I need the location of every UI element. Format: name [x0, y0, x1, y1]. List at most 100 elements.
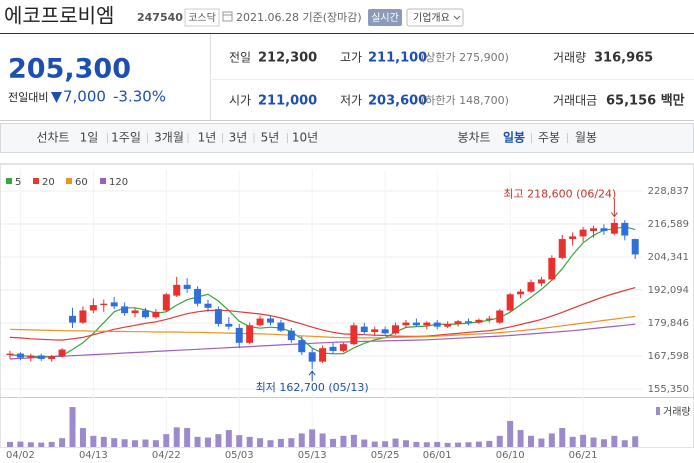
volume-bar	[121, 439, 128, 447]
volume-bar	[38, 442, 45, 447]
legend-swatch	[66, 178, 72, 184]
candle-body	[89, 305, 97, 311]
x-tick-label: 06/10	[496, 450, 525, 461]
tab[interactable]: 일봉	[503, 131, 525, 145]
candle-body	[235, 327, 243, 343]
volume-bar	[465, 442, 472, 447]
candle-body	[16, 353, 24, 358]
y-tick-label: 204,341	[648, 252, 689, 263]
stat-note: (상한가 275,900)	[421, 51, 509, 64]
candle-body	[287, 330, 295, 341]
tab[interactable]: 10년	[292, 131, 318, 145]
low-arrow-head	[308, 370, 316, 376]
candle-body	[548, 257, 556, 280]
volume-bar	[600, 439, 607, 447]
volume-bar	[444, 442, 451, 447]
volume-bar	[319, 433, 326, 447]
overview[interactable]: 기업개요	[413, 11, 450, 24]
tab[interactable]: 5년	[261, 131, 280, 145]
volume-bar	[340, 435, 347, 447]
y-tick-label: 179,846	[648, 318, 689, 329]
stat-label: 거래대금	[553, 94, 597, 108]
candle-body	[100, 303, 108, 306]
volume-bar	[434, 441, 441, 447]
volume-bar	[257, 438, 264, 447]
x-tick-label: 06/01	[423, 450, 452, 461]
volume-bar	[611, 435, 618, 447]
candle-body	[308, 352, 316, 362]
high-annotation: 최고 218,600 (06/24)	[503, 188, 616, 201]
x-tick-label: 04/22	[152, 450, 181, 461]
stat-label: 전일	[229, 51, 251, 65]
legend-label: 5	[15, 177, 21, 188]
y-tick-label: 167,598	[648, 351, 689, 362]
overview-button[interactable]	[406, 8, 464, 27]
market-badge	[184, 8, 220, 27]
volume-bar	[580, 434, 587, 447]
candle-body	[558, 239, 566, 258]
tab[interactable]: 1주일	[111, 131, 141, 145]
volume-bar	[330, 438, 337, 447]
tab[interactable]: 주봉	[538, 131, 560, 145]
candle-body	[360, 326, 368, 333]
tab[interactable]: 3년	[229, 131, 248, 145]
volume-bar	[194, 436, 201, 447]
volume-bar	[163, 434, 170, 447]
tab[interactable]: 월봉	[575, 131, 597, 145]
x-tick-label: 05/03	[225, 450, 254, 461]
tab[interactable]: 1일	[80, 131, 99, 145]
volume-bar	[548, 433, 555, 447]
volume-bar	[632, 436, 639, 447]
volume-bar	[277, 438, 284, 447]
candle-body	[506, 294, 514, 311]
candle-body	[173, 284, 181, 296]
y-tick-label: 155,350	[648, 384, 689, 395]
volume-bar	[246, 436, 253, 447]
stock-name: 에코프로비엠	[4, 4, 114, 28]
candle-body	[121, 306, 129, 314]
x-tick-label: 05/13	[298, 450, 327, 461]
candle-body	[496, 310, 504, 323]
candle-body	[194, 288, 202, 304]
candle-body	[454, 321, 462, 324]
volume-bar	[215, 434, 222, 447]
volume-bar	[152, 440, 159, 447]
y-tick-label: 192,094	[648, 285, 689, 296]
volume-bar	[59, 438, 66, 447]
change: 7,000	[63, 88, 106, 106]
realtime-button[interactable]	[368, 9, 402, 26]
x-tick-label: 05/25	[371, 450, 400, 461]
legend-swatch	[100, 178, 106, 184]
candle-body	[621, 222, 629, 236]
candle-body	[631, 239, 639, 255]
realtime[interactable]: 실시간	[371, 12, 399, 24]
volume-bar	[486, 440, 493, 447]
tab[interactable]: 1년	[198, 131, 217, 145]
volume-bar	[517, 430, 524, 447]
volume-bar	[17, 441, 24, 447]
volume-bar	[402, 440, 409, 447]
volume-bar	[528, 435, 534, 447]
x-tick-label: 04/02	[6, 450, 35, 461]
candle-body	[610, 222, 618, 234]
candle-body	[381, 329, 389, 334]
chart-frame	[0, 164, 694, 448]
volume-bar	[309, 429, 316, 447]
volume-bar	[538, 438, 545, 447]
candle-body	[600, 228, 608, 231]
volume-bar	[298, 433, 305, 447]
x-tick-label: 06/21	[569, 450, 598, 461]
candle-body	[590, 228, 598, 231]
candle-body	[267, 318, 274, 323]
stat-label: 고가	[340, 51, 362, 65]
tab[interactable]: 3개월	[154, 131, 184, 145]
candle-body	[485, 318, 493, 320]
stat-label: 시가	[229, 94, 251, 108]
candle-body	[183, 284, 191, 289]
candle-body	[141, 310, 149, 318]
calendar-icon	[222, 11, 233, 22]
candle-body	[537, 279, 545, 284]
candle-body	[214, 309, 222, 324]
candle-body	[339, 344, 347, 351]
candle-body	[246, 325, 254, 343]
